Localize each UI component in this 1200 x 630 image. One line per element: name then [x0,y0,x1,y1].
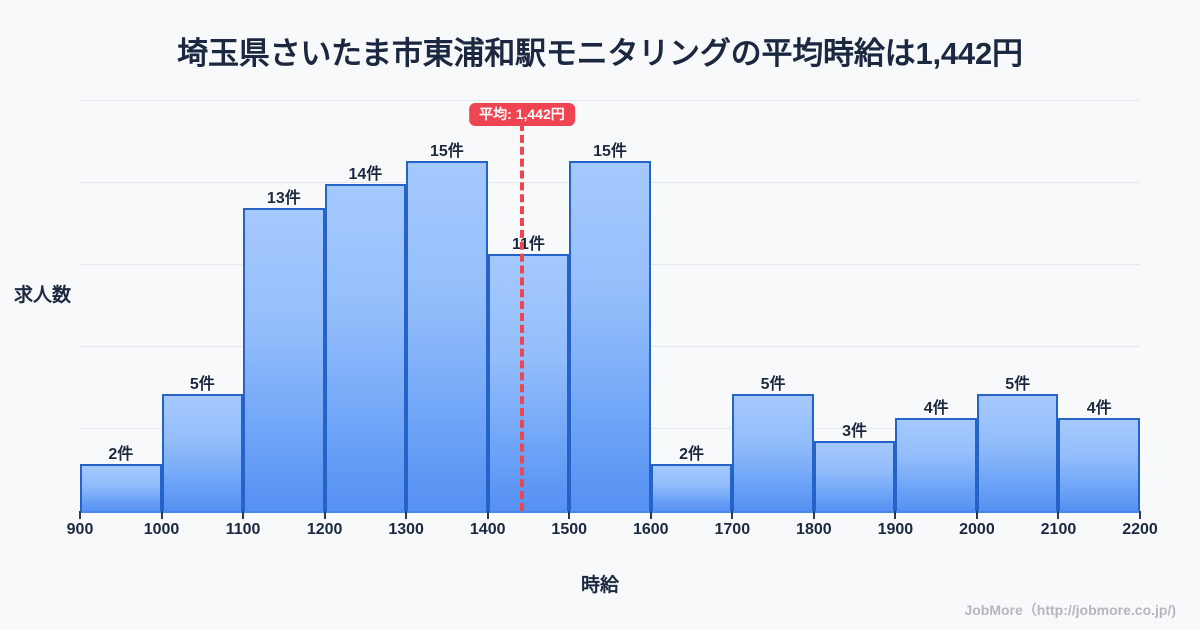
x-axis-tick [894,511,897,519]
x-axis-tick [486,511,489,519]
x-axis-tick [242,511,245,519]
histogram-bar [569,161,651,511]
bar-value-label: 5件 [1005,376,1031,394]
x-axis-tick-label: 1400 [469,521,506,538]
page-title: 埼玉県さいたま市東浦和駅モニタリングの平均時給は1,442円 [177,36,1023,71]
x-axis-tick-label: 1700 [714,521,751,538]
histogram-bar [487,254,570,511]
bar-value-label: 14件 [348,166,383,184]
x-axis-tick-label: 1300 [388,521,424,538]
x-axis-tick-label: 1800 [796,521,832,538]
bar-value-label: 13件 [266,189,301,207]
bar-value-label: 4件 [923,399,949,417]
x-axis-tick-label: 900 [66,521,94,538]
x-axis-tick [1057,511,1060,519]
x-axis-tick-label: 2000 [959,521,995,538]
histogram-bar [650,464,733,511]
x-axis-tick [649,511,652,519]
average-badge: 平均: 1,442円 [469,103,575,126]
bar-value-label: 2件 [108,446,134,464]
x-axis-tick [731,511,734,519]
x-axis-tick-label: 1200 [306,521,343,538]
bar-value-label: 2件 [679,446,704,464]
histogram-bar [324,184,407,511]
x-axis-tick-label: 1500 [551,521,588,538]
x-axis-line [80,511,1140,513]
histogram-bar [406,161,488,511]
bar-value-label: 5件 [189,376,215,394]
x-axis-tick [79,511,81,519]
bar-value-label: 15件 [593,143,627,161]
histogram-bar [732,394,814,511]
x-axis-tick-label: 1100 [225,521,261,538]
y-axis-title: 求人数 [14,285,72,306]
histogram-bar [80,464,162,511]
x-axis-tick [568,511,571,519]
x-axis-title: 時給 [580,575,619,596]
x-axis-tick [1139,511,1141,519]
x-axis-tick-label: 1900 [877,521,914,538]
histogram-bar [976,394,1059,511]
histogram-bar [161,394,244,511]
histogram-bar [1058,417,1140,511]
x-axis-tick [975,511,978,519]
x-axis-tick [812,511,815,519]
histogram-bar [813,441,896,511]
bar-value-label: 4件 [1086,399,1112,417]
gridline [80,100,1140,101]
average-line [519,123,524,511]
x-axis-tick [323,511,326,519]
plot-area [80,96,1140,511]
histogram-bar [895,417,977,511]
x-axis-tick [405,511,408,519]
bar-value-label: 5件 [760,376,786,394]
x-axis-tick-label: 1600 [632,521,669,538]
watermark-credit: JobMore（http://jobmore.co.jp/) [964,602,1176,618]
histogram-bar [243,207,325,511]
x-axis-tick [160,511,163,519]
x-axis-tick-label: 2100 [1040,521,1077,538]
bar-value-label: 15件 [430,143,464,161]
bar-value-label: 11件 [511,236,545,254]
x-axis-tick-label: 1000 [143,521,180,538]
bar-value-label: 3件 [842,423,868,440]
x-axis-tick-label: 2200 [1122,521,1158,538]
